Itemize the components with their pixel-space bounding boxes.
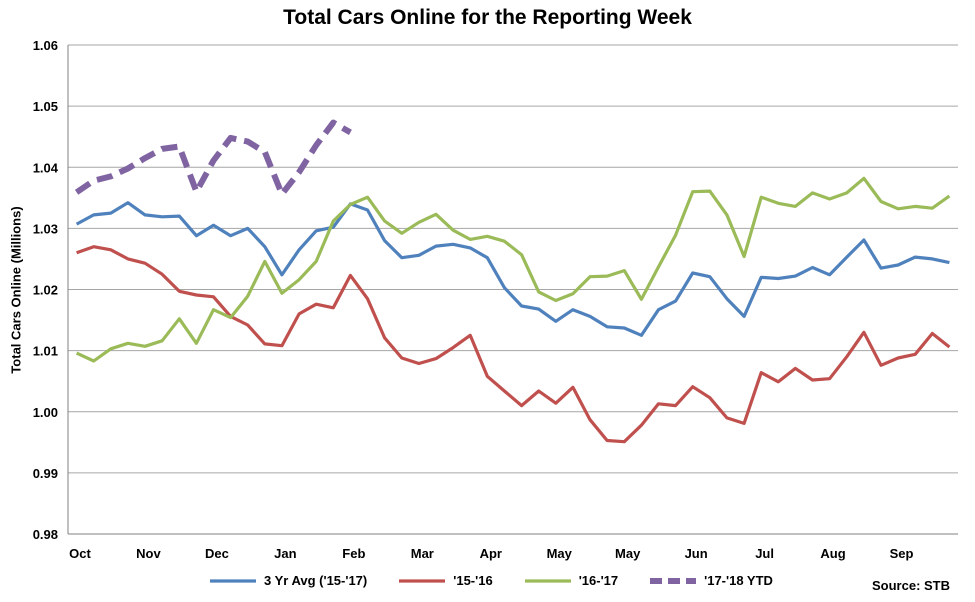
x-tick-label: Jan <box>274 546 296 561</box>
y-tick-label: 1.00 <box>33 405 58 420</box>
x-tick-label: Oct <box>69 546 91 561</box>
source-note: Source: STB <box>872 578 951 593</box>
legend-item-0: 3 Yr Avg ('15-'17) <box>208 573 367 588</box>
y-tick-label: 1.06 <box>33 38 58 53</box>
legend-label: '16-'17 <box>578 573 619 588</box>
legend-item-1: '15-'16 <box>397 573 493 588</box>
x-tick-label: Aug <box>820 546 845 561</box>
legend-label: '15-'16 <box>453 573 493 588</box>
legend-swatch <box>650 577 697 584</box>
y-tick-label: 0.99 <box>33 466 58 481</box>
x-tick-label: Apr <box>480 546 502 561</box>
legend-swatch <box>524 578 571 583</box>
y-tick-label: 0.98 <box>33 527 58 542</box>
series-line-2 <box>75 176 951 363</box>
x-tick-label: Nov <box>136 546 161 561</box>
series-line-0 <box>75 201 950 337</box>
x-tick-label: Feb <box>342 546 365 561</box>
legend-swatch <box>399 578 446 583</box>
x-tick-label: Jun <box>685 546 708 561</box>
y-axis-label: Total Cars Online (Millions) <box>8 206 24 374</box>
x-tick-label: May <box>615 546 641 561</box>
legend-item-2: '16-'17 <box>523 573 618 588</box>
x-tick-label: Dec <box>205 546 229 561</box>
legend-swatch <box>210 578 256 583</box>
y-tick-labels: 0.98 0.99 1.00 1.01 1.02 1.03 1.04 1.05 1.06 <box>33 38 59 542</box>
series-lines <box>74 119 951 444</box>
y-tick-label: 1.03 <box>33 221 58 236</box>
x-tick-label: Mar <box>411 546 434 561</box>
series-line-3 <box>74 119 352 198</box>
legend-label: '17-'18 YTD <box>704 573 773 588</box>
y-tick-label: 1.01 <box>33 344 58 359</box>
series-line-1 <box>76 245 951 444</box>
x-tick-labels: Oct Nov Dec Jan Feb Mar Apr May May Jun Jul Aug Sep <box>69 546 913 561</box>
y-tick-label: 1.05 <box>33 99 58 114</box>
axes <box>67 45 958 535</box>
x-tick-label: Sep <box>890 546 914 561</box>
legend-item-3: '17-'18 YTD <box>648 573 773 588</box>
gridlines <box>68 44 958 535</box>
x-tick-label: Jul <box>755 546 774 561</box>
y-tick-label: 1.04 <box>33 160 59 175</box>
legend-label: 3 Yr Avg ('15-'17) <box>264 573 368 588</box>
x-tick-label: May <box>547 546 573 561</box>
chart-title: Total Cars Online for the Reporting Week <box>283 6 692 29</box>
legend: 3 Yr Avg ('15-'17) '15-'16 '16-'17 '17-'18 … <box>208 573 803 588</box>
y-tick-label: 1.02 <box>33 283 58 298</box>
